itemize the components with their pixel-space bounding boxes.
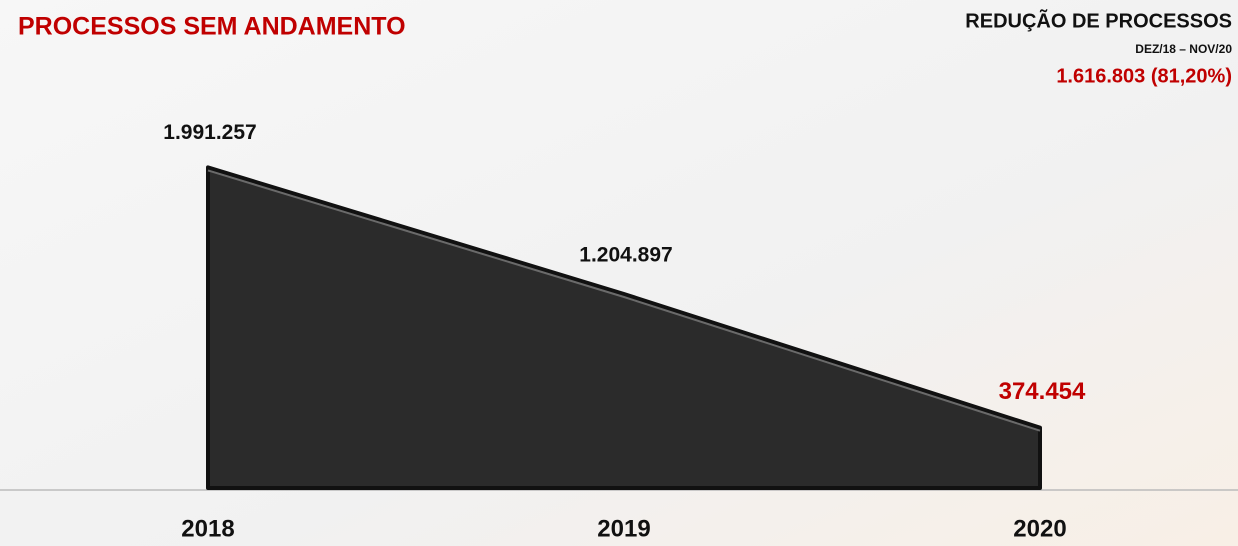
x-tick-label: 2018 xyxy=(181,515,234,542)
data-label: 1.991.257 xyxy=(163,121,256,144)
annotation: DEZ/18 – NOV/20 xyxy=(1135,42,1232,56)
chart-title: PROCESSOS SEM ANDAMENTO xyxy=(18,13,406,41)
area-highlight xyxy=(207,169,1041,432)
annotation: REDUÇÃO DE PROCESSOS xyxy=(965,9,1232,32)
annotation: 1.616.803 (81,20%) xyxy=(1056,65,1232,87)
data-label: 1.204.897 xyxy=(579,244,672,267)
x-tick-label: 2020 xyxy=(1013,515,1066,542)
data-label: 374.454 xyxy=(999,378,1086,405)
area xyxy=(206,165,1042,490)
x-tick-label: 2019 xyxy=(597,515,650,542)
